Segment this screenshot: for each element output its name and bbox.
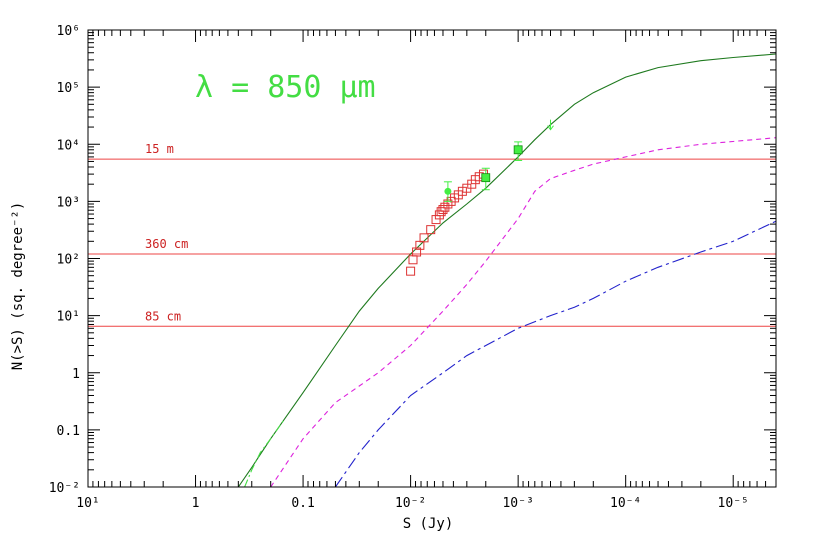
count-square-point <box>431 215 441 225</box>
x-tick-label: 10⁻³ <box>502 496 533 511</box>
series-line-dash-dot <box>244 419 285 487</box>
x-tick-label: 0.1 <box>291 496 314 511</box>
series-line-solid <box>237 53 776 487</box>
plot-frame <box>87 29 777 488</box>
upper-limit-arrow-head <box>547 125 554 131</box>
series-layer <box>237 53 776 487</box>
filled-square-point <box>481 173 491 183</box>
reference-line-label: 15 m <box>145 142 174 156</box>
y-tick-label: 10¹ <box>57 310 80 325</box>
y-axis-title: N(>S) (sq. degree⁻²) <box>10 202 26 371</box>
axes-layer: 10¹ 1 0.1 10⁻² 10⁻³ 10⁻⁴ 10⁻⁵ 10⁻² 0.1 1 10¹ 10² 10³… <box>49 24 777 511</box>
markers-layer <box>406 119 554 276</box>
reference-line-label: 360 cm <box>145 237 188 251</box>
plot-area: 15 m 360 cm 85 cm <box>88 142 776 327</box>
x-tick-label: 1 <box>192 496 200 511</box>
count-square-point <box>419 233 429 243</box>
y-tick-label: 10³ <box>57 195 80 210</box>
series-line-long-dash <box>334 220 776 487</box>
x-tick-label: 10⁻⁵ <box>718 496 749 511</box>
y-tick-label: 10⁵ <box>57 81 80 96</box>
count-square-point <box>408 255 418 265</box>
count-square-point <box>406 266 416 276</box>
y-tick-label: 10⁶ <box>57 24 80 39</box>
x-tick-label: 10⁻² <box>395 496 426 511</box>
x-tick-label: 10¹ <box>76 496 99 511</box>
y-tick-label: 0.1 <box>57 424 80 439</box>
y-tick-label: 10² <box>57 253 80 268</box>
count-square-point <box>426 225 436 235</box>
x-tick-label: 10⁻⁴ <box>610 496 641 511</box>
reference-line-label: 85 cm <box>145 309 181 323</box>
count-square-point <box>412 247 422 257</box>
x-axis-title: S (Jy) <box>403 516 454 532</box>
filled-circle-point <box>444 187 452 195</box>
filled-square-point <box>513 145 523 155</box>
count-square-point <box>438 205 448 215</box>
wavelength-annotation: λ = 850 μm <box>195 70 376 105</box>
y-tick-label: 10⁴ <box>57 138 80 153</box>
y-tick-label: 1 <box>72 367 80 382</box>
series-line-dashed <box>270 137 776 487</box>
y-tick-label: 10⁻² <box>49 481 80 496</box>
count-square-point <box>440 202 450 212</box>
